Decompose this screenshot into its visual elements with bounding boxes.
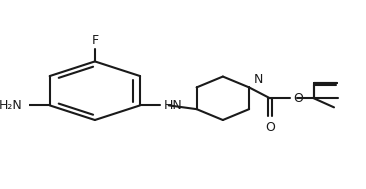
Text: N: N <box>254 73 264 86</box>
Text: F: F <box>92 34 98 47</box>
Text: H₂N: H₂N <box>0 99 23 112</box>
Text: HN: HN <box>164 99 182 112</box>
Text: O: O <box>293 92 303 105</box>
Text: O: O <box>265 121 275 134</box>
